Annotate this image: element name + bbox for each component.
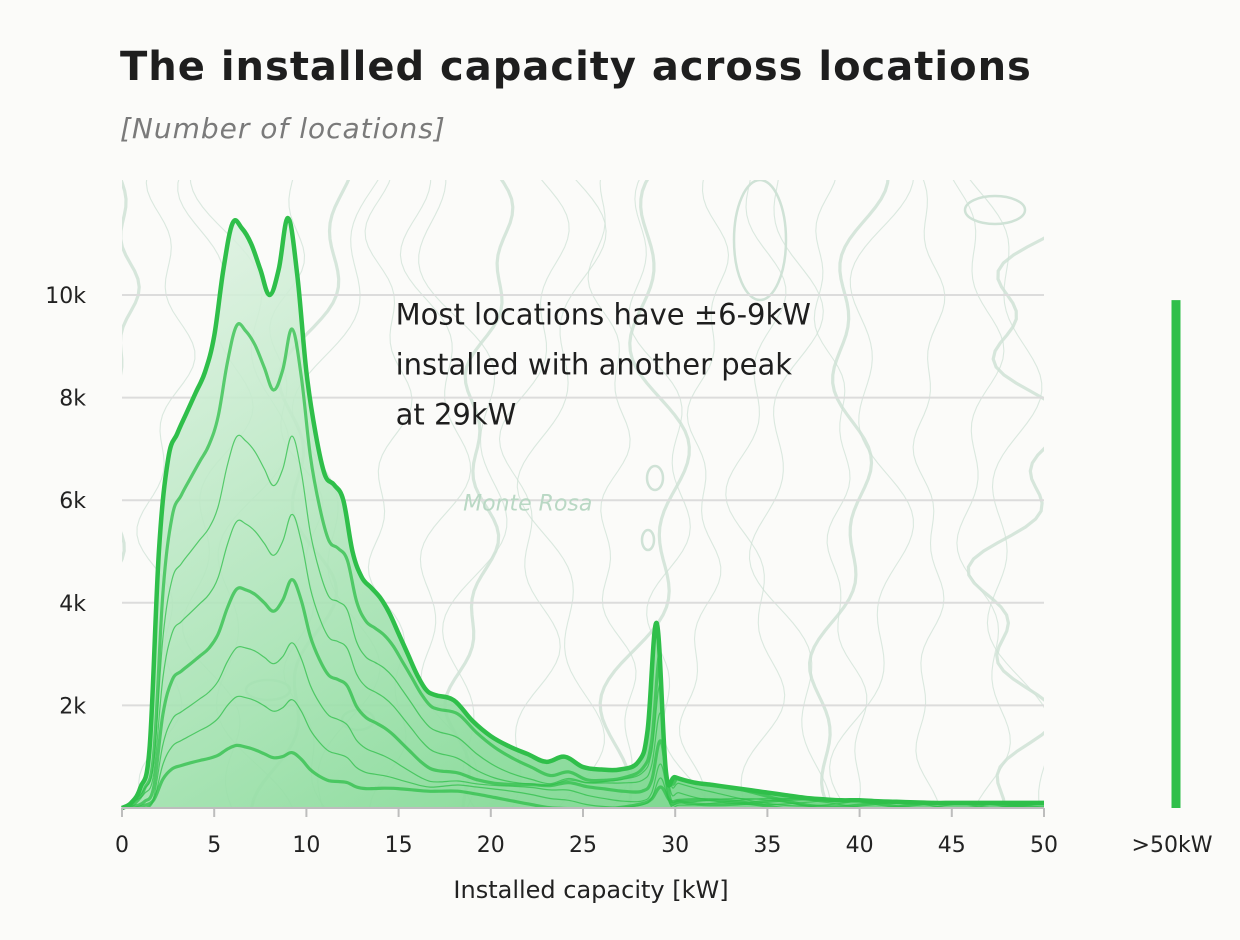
- y-tick-label: 4k: [59, 592, 86, 617]
- x-tick-label: 10: [292, 833, 320, 858]
- contour-loop: [732, 180, 788, 302]
- x-tick-label: 30: [661, 833, 689, 858]
- y-tick-label: 2k: [59, 694, 86, 719]
- x-tick-label: 20: [477, 833, 505, 858]
- x-tick-label: 0: [115, 833, 129, 858]
- contour-line: [587, 180, 637, 808]
- annotation-line: Most locations have ±6-9kW: [396, 297, 811, 331]
- area-contour-line: [125, 322, 1044, 809]
- series-area: [122, 218, 1044, 809]
- x-tick-label: 15: [385, 833, 413, 858]
- y-tick-label: 8k: [59, 387, 86, 412]
- contour-loop: [963, 194, 1027, 226]
- area-contour-line: [125, 695, 1044, 809]
- series-outline: [120, 215, 1044, 811]
- contour-line: [952, 180, 1011, 808]
- x-tick-label: 5: [207, 833, 221, 858]
- contour-line: [966, 236, 1044, 808]
- y-axis: 2k 4k 6k 8k 10k: [45, 284, 86, 719]
- overflow-label: >50kW: [1132, 833, 1213, 858]
- area-contour-line: [125, 434, 1044, 809]
- area-contour-line: [125, 642, 1044, 809]
- x-tick-label: 25: [569, 833, 597, 858]
- x-tick-label: 45: [938, 833, 966, 858]
- contour-line: [122, 180, 141, 563]
- annotation-line: at 29kW: [396, 397, 517, 431]
- x-tick-label: 50: [1030, 833, 1058, 858]
- contour-loop: [640, 528, 656, 552]
- contour-loop: [645, 464, 665, 492]
- contour-line: [516, 180, 607, 808]
- contour-line: [628, 180, 712, 808]
- area-contour-line: [125, 743, 1044, 809]
- x-axis-label: Installed capacity [kW]: [453, 876, 728, 904]
- y-tick-label: 6k: [59, 489, 86, 514]
- contour-line: [418, 180, 508, 808]
- contour-line: [829, 180, 914, 808]
- x-tick-label: 40: [846, 833, 874, 858]
- x-axis: 0 5 10 15 20 25 30 35 40 45 50: [115, 807, 1058, 858]
- chart-annotation: Most locations have ±6-9kW installed with…: [396, 297, 811, 431]
- y-tick-label: 10k: [45, 284, 86, 309]
- contour-line: [969, 180, 1044, 808]
- contour-line: [912, 180, 946, 808]
- contour-line: [678, 180, 730, 808]
- contour-line: [748, 180, 832, 808]
- chart-subtitle: [Number of locations]: [120, 112, 446, 145]
- annotation-line: installed with another peak: [396, 347, 793, 381]
- contour-line: [725, 180, 787, 808]
- contour-line: [598, 180, 691, 808]
- contour-line: [807, 180, 890, 808]
- chart-title: The installed capacity across locations: [120, 44, 1032, 90]
- x-tick-label: 35: [753, 833, 781, 858]
- contour-line: [498, 180, 570, 808]
- background-map-label: Monte Rosa: [463, 491, 592, 516]
